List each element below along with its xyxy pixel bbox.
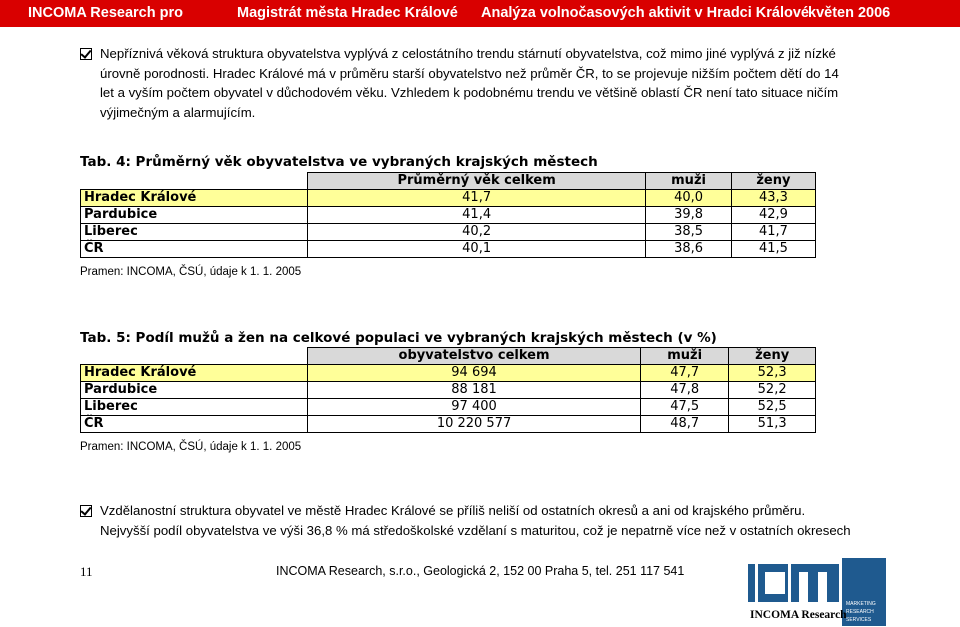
table-cell: 40,0	[645, 189, 732, 207]
header-study: Analýza volnočasových aktivit v Hradci K…	[481, 5, 809, 21]
table-cell: 52,3	[728, 364, 816, 382]
logo-tagline: MARKETING	[846, 601, 876, 607]
table-row: ČR 10 220 577 48,7 51,3	[80, 415, 816, 433]
table-cell: 38,5	[645, 223, 732, 241]
table-cell: 52,5	[728, 398, 816, 416]
incoma-logo: INCOMA Research MARKETING RESEARCH SERVI…	[748, 558, 886, 626]
row-label: ČR	[80, 240, 308, 258]
table-row: Liberec 40,2 38,5 41,7	[80, 223, 817, 241]
table-header-row: Průměrný věk celkem muži ženy	[81, 172, 817, 190]
table-header-cell: muži	[645, 172, 732, 190]
table-cell: 42,9	[730, 206, 817, 224]
table-header-row: obyvatelstvo celkem muži ženy	[81, 347, 816, 365]
paragraph-age-structure: Nepříznivá věková struktura obyvatelstva…	[100, 44, 880, 122]
header-company: INCOMA Research pro	[28, 5, 183, 21]
table4: Průměrný věk celkem muži ženy Hradec Krá…	[80, 172, 817, 258]
paragraph-line: Nejvyšší podíl obyvatelstva ve výši 36,8…	[100, 522, 851, 538]
page-number: 11	[80, 564, 93, 579]
logo-tagline: SERVICES	[846, 617, 872, 623]
row-label: Pardubice	[80, 206, 308, 224]
row-label: ČR	[80, 415, 308, 433]
table-header-cell: ženy	[728, 347, 816, 365]
table4-source: Pramen: INCOMA, ČSÚ, údaje k 1. 1. 2005	[80, 266, 302, 278]
table-cell: 40,1	[306, 240, 647, 258]
paragraph-line: Vzdělanostní struktura obyvatel ve městě…	[100, 503, 806, 518]
table-header-cell	[81, 173, 308, 190]
logo-tagline: RESEARCH	[846, 609, 874, 615]
table-cell: 47,5	[640, 398, 730, 416]
table-row: Hradec Králové 41,7 40,0 43,3	[80, 189, 817, 207]
table-row: Liberec 97 400 47,5 52,5	[80, 398, 816, 416]
table-cell: 39,8	[645, 206, 732, 224]
table4-caption: Tab. 4: Průměrný věk obyvatelstva ve vyb…	[80, 154, 598, 170]
table-cell: 97 400	[306, 398, 642, 416]
table-cell: 41,4	[306, 206, 647, 224]
table-cell: 43,3	[730, 189, 817, 207]
table-header-cell	[81, 348, 308, 365]
row-label: Pardubice	[80, 381, 308, 399]
table-cell: 94 694	[306, 364, 642, 382]
paragraph-education: Vzdělanostní struktura obyvatel ve městě…	[100, 501, 880, 540]
header-client: Magistrát města Hradec Králové	[237, 5, 458, 21]
table-cell: 88 181	[306, 381, 642, 399]
table-row: Pardubice 88 181 47,8 52,2	[80, 381, 816, 399]
header-bar: INCOMA Research pro Magistrát města Hrad…	[0, 0, 960, 27]
table-row: Hradec Králové 94 694 47,7 52,3	[80, 364, 816, 382]
row-label: Hradec Králové	[80, 189, 308, 207]
logo-name: INCOMA Research	[750, 609, 847, 621]
table-header-cell: ženy	[730, 172, 817, 190]
table-cell: 38,6	[645, 240, 732, 258]
table-cell: 52,2	[728, 381, 816, 399]
row-label: Hradec Králové	[80, 364, 308, 382]
footer-address: INCOMA Research, s.r.o., Geologická 2, 1…	[276, 564, 685, 578]
paragraph-line: výjimečným a alarmujícím.	[100, 104, 256, 120]
paragraph-line: let a vyším počtem obyvatel v důchodovém…	[100, 85, 839, 100]
table-cell: 10 220 577	[306, 415, 642, 433]
checkbox-icon	[80, 48, 92, 60]
paragraph-line: Nepříznivá věková struktura obyvatelstva…	[100, 46, 836, 61]
table-header-cell: muži	[640, 347, 730, 365]
table-cell: 51,3	[728, 415, 816, 433]
checkbox-icon	[80, 505, 92, 517]
table5: obyvatelstvo celkem muži ženy Hradec Krá…	[80, 347, 816, 433]
table-row: ČR 40,1 38,6 41,5	[80, 240, 817, 258]
header-date: květen 2006	[808, 5, 891, 21]
table5-caption: Tab. 5: Podíl mužů a žen na celkové popu…	[80, 330, 717, 346]
table-header-cell: Průměrný věk celkem	[306, 172, 647, 190]
table-cell: 48,7	[640, 415, 730, 433]
row-label: Liberec	[80, 223, 308, 241]
table-cell: 41,7	[306, 189, 647, 207]
row-label: Liberec	[80, 398, 308, 416]
table5-source: Pramen: INCOMA, ČSÚ, údaje k 1. 1. 2005	[80, 441, 302, 453]
table-cell: 41,7	[730, 223, 817, 241]
table-cell: 47,8	[640, 381, 730, 399]
table-cell: 40,2	[306, 223, 647, 241]
table-cell: 47,7	[640, 364, 730, 382]
table-header-cell: obyvatelstvo celkem	[306, 347, 642, 365]
paragraph-line: úrovně porodnosti. Hradec Králové má v p…	[100, 65, 839, 81]
table-cell: 41,5	[730, 240, 817, 258]
table-row: Pardubice 41,4 39,8 42,9	[80, 206, 817, 224]
